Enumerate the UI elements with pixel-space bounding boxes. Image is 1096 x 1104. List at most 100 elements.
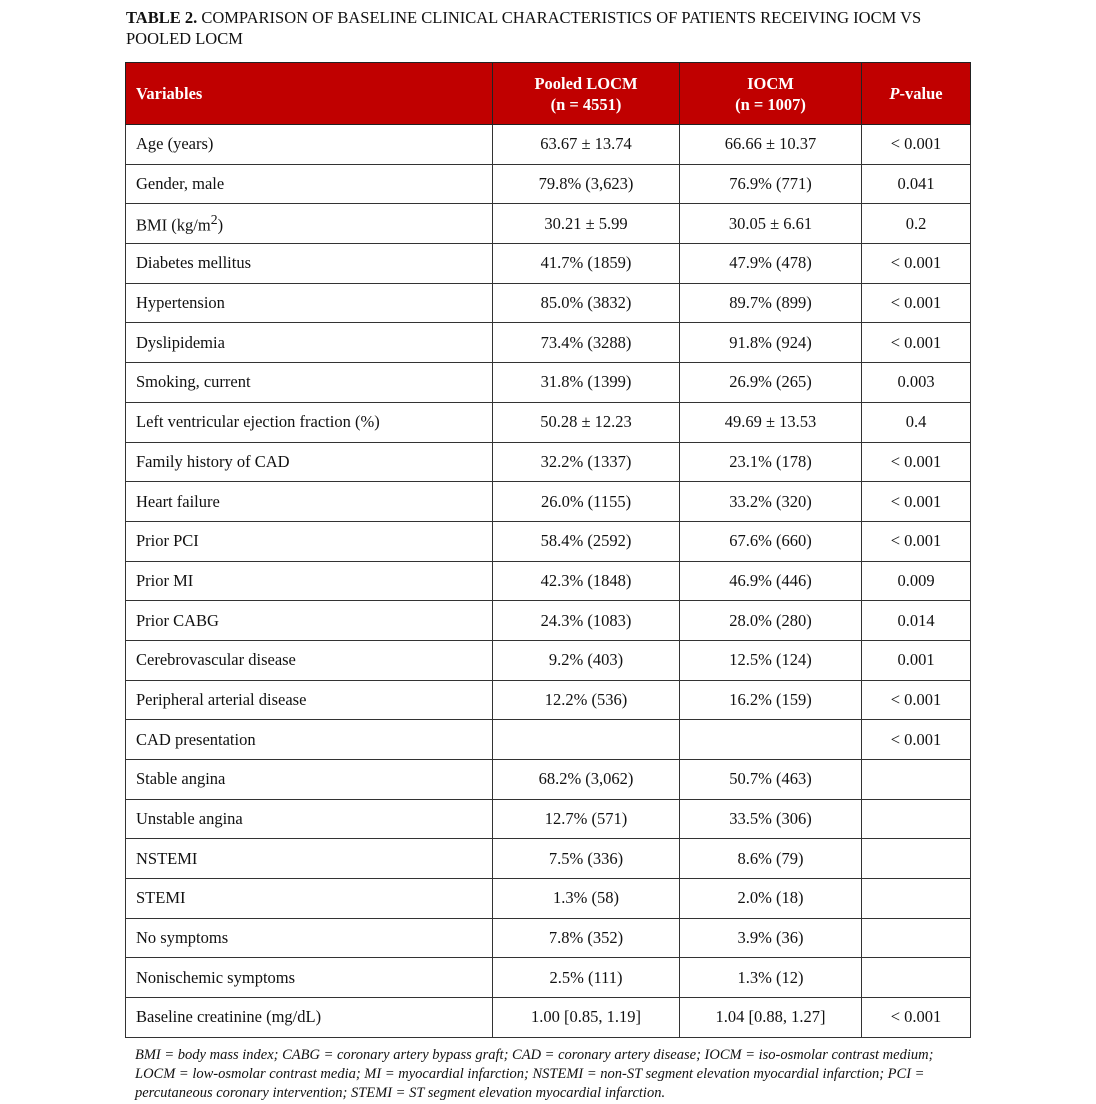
header-iocm-label: IOCM: [747, 73, 794, 93]
variable-label: BMI (kg/m: [136, 215, 211, 235]
cell-iocm: 12.5% (124): [679, 639, 862, 681]
table-row: Smoking, current 31.8% (1399) 26.9% (265) 0…: [125, 362, 971, 403]
table-row: Peripheral arterial disease 12.2% (536) 16…: [125, 679, 971, 721]
cell-p-value: 0.003: [861, 362, 971, 403]
cell-p-value: < 0.001: [861, 243, 971, 284]
variable-label: No symptoms: [136, 928, 229, 948]
cell-variable: Cerebrovascular disease: [125, 639, 493, 681]
cell-p-value: < 0.001: [861, 679, 971, 721]
variable-label: Dyslipidemia: [136, 332, 225, 352]
cell-p-value: < 0.001: [861, 124, 971, 165]
table-label: TABLE 2.: [126, 8, 198, 27]
cell-variable: Gender, male: [125, 163, 493, 205]
header-p-italic: P: [889, 84, 900, 103]
cell-pooled: 31.8% (1399): [492, 362, 680, 403]
cell-iocm: 1.04 [0.88, 1.27]: [679, 997, 862, 1038]
cell-pooled: 63.67 ± 13.74: [492, 124, 680, 165]
cell-p-value: 0.041: [861, 163, 971, 205]
superscript: 2: [210, 211, 218, 227]
cell-pooled: 41.7% (1859): [492, 243, 680, 284]
cell-p-value: [861, 759, 971, 800]
variable-label: Baseline creatinine (mg/dL): [136, 1007, 322, 1027]
cell-pooled: 7.5% (336): [492, 838, 680, 880]
cell-iocm: 50.7% (463): [679, 759, 862, 800]
table-row: Nonischemic symptoms 2.5% (111) 1.3% (12): [125, 957, 971, 999]
cell-p-value: 0.2: [861, 203, 971, 245]
table-row: Cerebrovascular disease 9.2% (403) 12.5% (…: [125, 639, 971, 681]
cell-pooled: 1.3% (58): [492, 878, 680, 919]
cell-p-value: < 0.001: [861, 520, 971, 562]
cell-pooled: 73.4% (3288): [492, 322, 680, 364]
variable-label: Left ventricular ejection fraction (%): [136, 412, 380, 432]
cell-p-value: 0.4: [861, 401, 971, 443]
table-row: Diabetes mellitus 41.7% (1859) 47.9% (478)…: [125, 243, 971, 284]
header-pooled-n: (n = 4551): [550, 94, 622, 114]
table-title-text: COMPARISON OF BASELINE CLINICAL CHARACTE…: [126, 8, 922, 48]
cell-p-value: < 0.001: [861, 719, 971, 760]
cell-variable: Hypertension: [125, 282, 493, 324]
cell-iocm: 26.9% (265): [679, 362, 862, 403]
cell-p-value: < 0.001: [861, 441, 971, 483]
table-row: Prior MI 42.3% (1848) 46.9% (446) 0.009: [125, 560, 971, 602]
table-row: Left ventricular ejection fraction (%) 50…: [125, 401, 971, 443]
table-row: Family history of CAD 32.2% (1337) 23.1% (…: [125, 441, 971, 483]
cell-variable: Nonischemic symptoms: [125, 957, 493, 999]
cell-iocm: 46.9% (446): [679, 560, 862, 602]
table-row: Age (years) 63.67 ± 13.74 66.66 ± 10.37 < 0…: [125, 124, 971, 165]
table-row: Prior PCI 58.4% (2592) 67.6% (660) < 0.001: [125, 520, 971, 562]
cell-variable: Smoking, current: [125, 362, 493, 403]
cell-variable: BMI (kg/m2): [125, 203, 493, 245]
cell-iocm: 1.3% (12): [679, 957, 862, 999]
cell-iocm: [679, 719, 862, 760]
table-row: Hypertension 85.0% (3832) 89.7% (899) < 0.0…: [125, 282, 971, 324]
cell-iocm: 66.66 ± 10.37: [679, 124, 862, 165]
cell-variable: Unstable angina: [125, 798, 493, 840]
cell-variable: Dyslipidemia: [125, 322, 493, 364]
cell-iocm: 28.0% (280): [679, 600, 862, 641]
cell-pooled: 26.0% (1155): [492, 481, 680, 522]
table-row: Unstable angina 12.7% (571) 33.5% (306): [125, 798, 971, 840]
header-p-rest: -value: [899, 84, 943, 103]
cell-p-value: [861, 838, 971, 880]
variable-label: Family history of CAD: [136, 451, 290, 471]
header-pooled: Pooled LOCM (n = 4551): [492, 62, 680, 125]
cell-pooled: 9.2% (403): [492, 639, 680, 681]
table-row: Heart failure 26.0% (1155) 33.2% (320) < 0.…: [125, 481, 971, 522]
variable-label: Smoking, current: [136, 372, 251, 392]
variable-label: Heart failure: [136, 491, 220, 511]
cell-variable: CAD presentation: [125, 719, 493, 760]
variable-label: Age (years): [136, 134, 214, 154]
cell-variable: Prior PCI: [125, 520, 493, 562]
table-row: CAD presentation < 0.001: [125, 719, 971, 760]
table-footnote: BMI = body mass index; CABG = coronary a…: [135, 1047, 934, 1101]
cell-pooled: 2.5% (111): [492, 957, 680, 999]
cell-pooled: 58.4% (2592): [492, 520, 680, 562]
header-p-value: P-value: [861, 62, 971, 125]
table-row: Baseline creatinine (mg/dL) 1.00 [0.85, 1…: [125, 997, 971, 1038]
table-row: Prior CABG 24.3% (1083) 28.0% (280) 0.014: [125, 600, 971, 641]
cell-iocm: 2.0% (18): [679, 878, 862, 919]
cell-p-value: [861, 917, 971, 959]
cell-iocm: 76.9% (771): [679, 163, 862, 205]
cell-iocm: 23.1% (178): [679, 441, 862, 483]
cell-variable: Prior MI: [125, 560, 493, 602]
header-iocm-n: (n = 1007): [735, 94, 806, 114]
cell-p-value: [861, 878, 971, 919]
variable-label: Prior PCI: [136, 531, 199, 551]
variable-label: NSTEMI: [136, 848, 198, 868]
variable-label: Prior MI: [136, 570, 194, 590]
cell-variable: STEMI: [125, 878, 493, 919]
cell-pooled: [492, 719, 680, 760]
cell-variable: Diabetes mellitus: [125, 243, 493, 284]
cell-variable: Prior CABG: [125, 600, 493, 641]
cell-pooled: 24.3% (1083): [492, 600, 680, 641]
cell-iocm: 67.6% (660): [679, 520, 862, 562]
variable-suffix: ): [217, 215, 224, 235]
variable-label: Nonischemic symptoms: [136, 967, 296, 987]
cell-iocm: 16.2% (159): [679, 679, 862, 721]
cell-pooled: 50.28 ± 12.23: [492, 401, 680, 443]
variable-label: Prior CABG: [136, 610, 219, 630]
cell-variable: Family history of CAD: [125, 441, 493, 483]
table-header-row: Variables Pooled LOCM (n = 4551) IOCM (n =…: [125, 62, 971, 125]
cell-variable: Baseline creatinine (mg/dL): [125, 997, 493, 1038]
